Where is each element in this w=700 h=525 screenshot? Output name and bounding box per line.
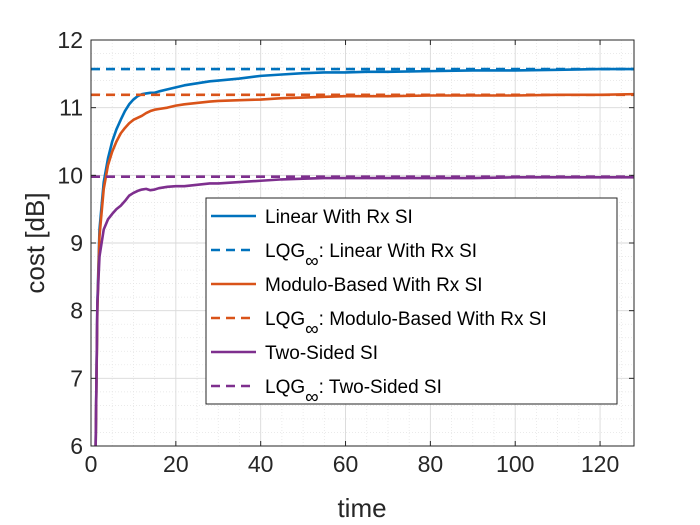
y-tick-label: 9 — [70, 230, 83, 256]
x-tick-label: 0 — [85, 451, 98, 477]
y-axis-label: cost [dB] — [20, 192, 50, 293]
x-tick-label: 40 — [248, 451, 274, 477]
legend-label-2: LQG∞: Linear With Rx SI — [265, 241, 477, 272]
y-tick-label: 11 — [59, 95, 83, 121]
y-tick-label: 6 — [70, 433, 83, 459]
x-tick-labels: 0 20 40 60 80 100 120 — [85, 451, 620, 477]
x-tick-label: 120 — [581, 451, 619, 477]
x-tick-label: 80 — [418, 451, 444, 477]
legend-label-3: Modulo-Based With Rx SI — [265, 275, 483, 296]
legend-box — [205, 197, 618, 405]
series-layer — [91, 67, 634, 446]
y-tick-label: 10 — [57, 162, 83, 188]
series-line-1 — [94, 67, 634, 446]
y-tick-label: 8 — [70, 298, 83, 324]
y-tick-label: 7 — [70, 365, 83, 391]
legend-label-4: LQG∞: Modulo-Based With Rx SI — [265, 309, 547, 340]
x-tick-label: 100 — [496, 451, 534, 477]
x-axis-label: time — [337, 493, 386, 523]
y-tick-label: 12 — [57, 27, 83, 53]
legend: Linear With Rx SI LQG∞: Linear With Rx SI… — [205, 197, 618, 408]
x-tick-label: 20 — [163, 451, 189, 477]
axis-ticks — [90, 39, 634, 447]
legend-label-6: LQG∞: Two-Sided SI — [265, 377, 442, 408]
legend-label-1: Linear With Rx SI — [265, 207, 413, 228]
series-line-5 — [94, 176, 634, 446]
x-tick-label: 60 — [333, 451, 359, 477]
legend-label-5: Two-Sided SI — [265, 343, 378, 364]
y-tick-labels: 6 7 8 9 10 11 12 — [57, 27, 83, 459]
